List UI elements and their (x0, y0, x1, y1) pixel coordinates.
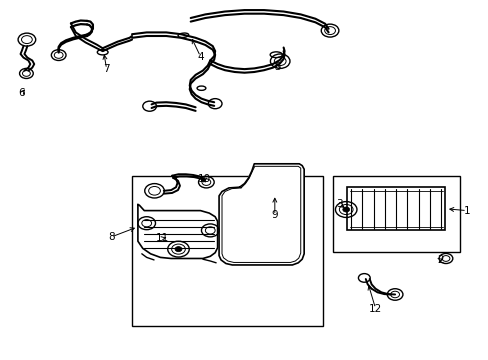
Circle shape (175, 247, 182, 252)
Text: 2: 2 (436, 255, 443, 265)
Text: 5: 5 (274, 62, 281, 72)
Text: 11: 11 (156, 233, 169, 243)
Bar (132, 176, 322, 326)
Bar (346, 187, 444, 230)
Polygon shape (138, 204, 217, 258)
Text: 9: 9 (271, 210, 278, 220)
Text: 6: 6 (19, 88, 25, 98)
Polygon shape (219, 164, 304, 265)
Text: 3: 3 (336, 199, 343, 210)
Text: 10: 10 (198, 174, 210, 184)
Text: 12: 12 (368, 303, 382, 314)
Circle shape (162, 235, 170, 240)
Circle shape (342, 207, 349, 212)
Text: 4: 4 (197, 51, 203, 62)
Text: 8: 8 (108, 232, 115, 242)
Text: 7: 7 (103, 64, 110, 74)
Bar (332, 176, 459, 252)
Text: 1: 1 (463, 206, 469, 216)
